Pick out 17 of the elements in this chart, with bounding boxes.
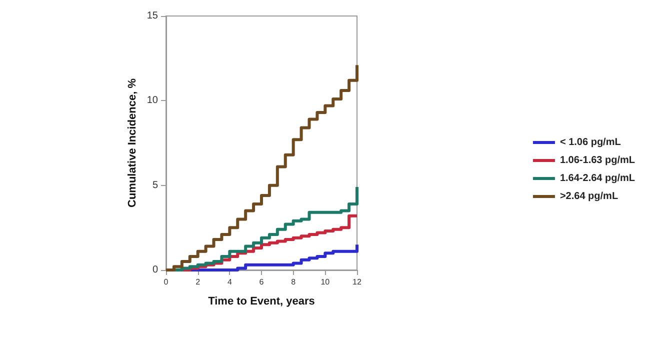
- legend-label: 1.06-1.63 pg/mL: [560, 155, 635, 166]
- x-tick-label: 4: [227, 278, 232, 286]
- x-axis-title: Time to Event, years: [208, 296, 315, 308]
- x-tick-label: 2: [196, 278, 201, 286]
- x-tick-label: 6: [259, 278, 264, 286]
- y-tick-label: 5: [152, 180, 158, 191]
- x-tick-label: 8: [291, 278, 296, 286]
- legend-label: < 1.06 pg/mL: [560, 137, 621, 148]
- y-tick-label: 0: [152, 264, 158, 276]
- x-tick-label: 0: [164, 278, 169, 286]
- x-tick-label: 12: [352, 278, 362, 286]
- y-axis-title: Cumulative Incidence, %: [126, 78, 138, 208]
- y-tick-label: 10: [146, 95, 158, 106]
- y-tick-label: 15: [146, 10, 158, 22]
- x-tick-label: 10: [320, 278, 330, 286]
- legend-label: >2.64 pg/mL: [560, 191, 618, 202]
- legend-label: 1.64-2.64 pg/mL: [560, 173, 635, 184]
